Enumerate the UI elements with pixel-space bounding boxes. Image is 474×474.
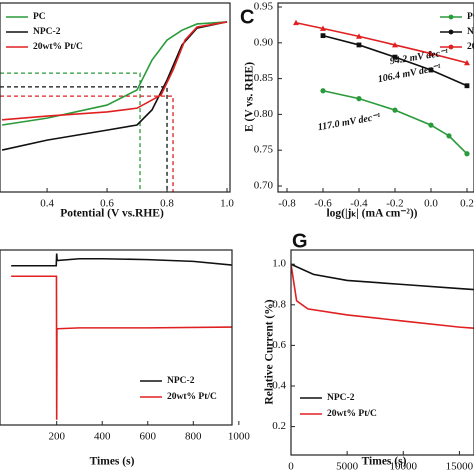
legend-label: PC [33, 12, 46, 22]
series-line [11, 253, 232, 267]
x-tick-label: 5000 [336, 461, 359, 473]
legend-label: PC [467, 12, 474, 22]
x-tick-label: 10000 [390, 461, 418, 473]
legend-label: NPC-2 [33, 27, 61, 37]
axes-frame [277, 2, 474, 193]
x-tick-label: 1.0 [220, 198, 234, 210]
x-tick-label: 0.2 [460, 198, 474, 210]
series-line [2, 21, 228, 121]
x-tick-label: 800 [185, 431, 202, 443]
x-tick-label: 0 [288, 461, 294, 473]
series-line [1, 21, 228, 126]
y-axis-label: E (V vs. RHE) [244, 62, 256, 132]
point [427, 50, 434, 56]
point [319, 25, 326, 31]
point [428, 67, 434, 73]
x-tick-label: -0.6 [314, 198, 332, 210]
guide-line [0, 95, 174, 192]
x-tick-label: 1000 [228, 431, 251, 443]
y-tick-label: 0.75 [254, 144, 274, 156]
legend-label: 20wt% Pt/C [167, 392, 217, 402]
x-tick-label: 200 [48, 431, 65, 443]
plot-area [291, 263, 474, 329]
x-axis-label: Potential (V vs.RHE) [60, 208, 164, 220]
y-tick-label: 0.80 [254, 108, 274, 120]
legend-label: NPC-2 [167, 376, 195, 386]
series-line [1, 21, 228, 151]
x-axis-label: log(|jₖ| (mA cm⁻²)) [326, 208, 417, 220]
y-tick-label: 0.70 [254, 180, 274, 192]
legend-marker [448, 29, 454, 35]
legend-label: NPC-2 [327, 393, 355, 403]
panel-label: G [292, 230, 308, 252]
x-tick-label: 600 [140, 431, 157, 443]
x-tick-label: -0.4 [350, 198, 368, 210]
point [446, 133, 452, 139]
point [391, 41, 398, 48]
panel-label: C [240, 6, 254, 28]
x-tick-label: 0.6 [100, 198, 114, 210]
y-tick-label: 0.2 [272, 420, 286, 432]
legend-label: 20wt% Pt/C [327, 409, 377, 419]
point [292, 19, 299, 26]
legend-marker [448, 14, 454, 20]
legend-marker [448, 44, 454, 50]
axes-frame [290, 249, 474, 456]
series-line [295, 21, 468, 64]
point [392, 107, 398, 113]
y-axis-label: Relative Current (%) [264, 299, 276, 404]
series-line [291, 264, 474, 329]
x-axis-label: Times (s) [362, 456, 407, 468]
series-line [322, 89, 468, 155]
point [356, 42, 362, 48]
x-tick-label: 15000 [446, 461, 474, 473]
x-tick-label: -0.8 [278, 198, 296, 210]
y-tick-label: 1.0 [272, 258, 286, 270]
series-line [291, 263, 474, 291]
point [392, 54, 398, 60]
y-tick-label: 0.90 [254, 36, 274, 48]
axes-frame [0, 249, 233, 426]
x-tick-label: -0.2 [386, 198, 403, 210]
x-tick-label: 400 [94, 431, 111, 443]
x-tick-label: 0.8 [160, 198, 174, 210]
point [463, 59, 470, 66]
axes-frame [0, 2, 231, 193]
series-line [11, 275, 232, 420]
y-tick-label: 0.6 [272, 339, 286, 351]
guide-line [0, 72, 141, 192]
point [464, 83, 470, 89]
y-tick-label: 0.8 [272, 298, 286, 310]
point [428, 122, 434, 128]
point [355, 33, 362, 39]
x-axis-label: Times (s) [90, 456, 135, 468]
point [320, 88, 326, 94]
x-tick-label: 0.0 [424, 198, 438, 210]
legend-label: NPC-2 [467, 27, 474, 37]
point [356, 96, 362, 102]
point [464, 151, 470, 157]
point [320, 33, 326, 39]
plot-area [292, 19, 470, 157]
x-tick-label: 0.4 [40, 198, 54, 210]
plot-area [11, 253, 232, 420]
y-tick-label: 0.4 [272, 380, 286, 392]
y-tick-label: 0.85 [254, 72, 274, 84]
plot-area [0, 21, 228, 192]
legend-label: 20wt% Pt/C [467, 42, 474, 52]
y-tick-label: 0.95 [254, 1, 274, 13]
legend-label: 20wt% Pt/C [33, 42, 83, 52]
